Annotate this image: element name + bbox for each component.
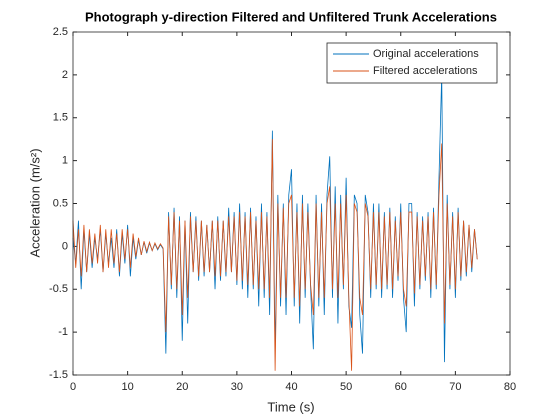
x-tick-label: 50 [340,381,352,393]
x-axis-label: Time (s) [267,399,314,414]
x-tick-label: 30 [231,381,243,393]
y-tick-label: 0.5 [53,197,68,209]
y-tick-label: 2.5 [53,26,68,38]
series-line [72,139,478,371]
y-axis-label: Acceleration (m/s²) [27,148,42,257]
y-tick-label: 1 [62,155,68,167]
x-tick-label: 0 [70,381,76,393]
y-tick-label: -1 [58,326,68,338]
x-tick-label: 10 [122,381,134,393]
y-tick-label: 1.5 [53,112,68,124]
x-tick-label: 40 [285,381,297,393]
legend-box [326,42,498,84]
y-tick-label: -1.5 [49,369,68,381]
x-tick-label: 20 [176,381,188,393]
axes-box [72,31,511,376]
legend-label: Filtered accelerations [373,65,478,77]
x-tick-label: 70 [449,381,461,393]
legend-label: Original accelerations [373,48,479,60]
x-tick-label: 80 [504,381,516,393]
y-tick-label: 2 [62,69,68,81]
chart-title: Photograph y-direction Filtered and Unfi… [85,9,497,24]
y-tick-label: -0.5 [49,283,68,295]
y-tick-label: 0 [62,240,68,252]
x-tick-label: 60 [395,381,407,393]
